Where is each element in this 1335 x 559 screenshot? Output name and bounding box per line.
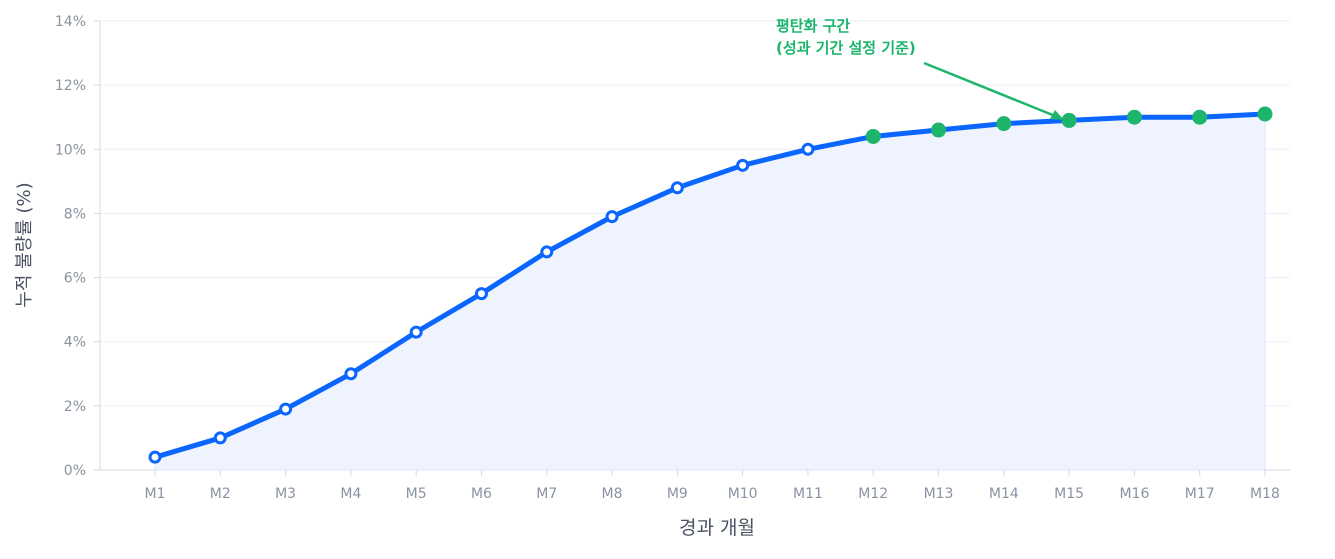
x-tick-label: M5 (406, 486, 427, 502)
x-tick-label: M2 (210, 486, 231, 502)
y-tick-label: 10% (55, 142, 86, 158)
annotation-line-1: 평탄화 구간 (776, 17, 850, 35)
plateau-point (1061, 112, 1077, 128)
plateau-point (996, 116, 1012, 132)
data-point (344, 367, 358, 381)
x-tick-label: M13 (924, 486, 954, 502)
x-tick-label: M12 (858, 486, 888, 502)
plateau-point (865, 128, 881, 144)
y-tick-label: 4% (64, 335, 86, 351)
data-point (279, 402, 293, 416)
data-point (409, 325, 423, 339)
annotation-arrowhead (1050, 110, 1064, 120)
series-line (154, 111, 1266, 460)
x-tick-label: M11 (793, 486, 823, 502)
x-tick-label: M15 (1054, 486, 1084, 502)
annotation-arrow (923, 61, 1061, 120)
data-point (148, 450, 162, 464)
x-tick-label: M17 (1185, 486, 1215, 502)
annotation: 평탄화 구간 (성과 기간 설정 기준) (776, 17, 1064, 120)
data-point (736, 158, 750, 172)
y-tick-label: 14% (55, 14, 86, 30)
x-tick-label: M16 (1119, 486, 1149, 502)
x-tick-label: M10 (728, 486, 758, 502)
annotation-line-2: (성과 기간 설정 기준) (776, 39, 916, 57)
x-tick-label: M7 (536, 486, 557, 502)
y-tick-label: 2% (64, 399, 86, 415)
y-tick-label: 0% (64, 463, 86, 479)
x-tick-label: M4 (340, 486, 361, 502)
y-tick-label: 8% (64, 206, 86, 222)
data-point (801, 142, 815, 156)
x-tick-label: M1 (145, 486, 166, 502)
y-tick-label: 12% (55, 78, 86, 94)
x-tick-label: M9 (667, 486, 688, 502)
data-point (605, 210, 619, 224)
x-tick-label: M8 (602, 486, 623, 502)
x-tick-label: M6 (471, 486, 492, 502)
x-tick-label: M14 (989, 486, 1019, 502)
area-fill (154, 113, 1266, 471)
y-tick-label: 6% (64, 271, 86, 287)
plateau-point (931, 122, 947, 138)
y-axis-title: 누적 불량률 (%) (14, 182, 35, 307)
data-point (670, 181, 684, 195)
data-point (213, 431, 227, 445)
x-axis-title: 경과 개월 (679, 517, 755, 539)
x-tick-label: M3 (275, 486, 296, 502)
x-tick-label: M18 (1250, 486, 1280, 502)
plateau-point (1192, 109, 1208, 125)
plateau-point (1257, 106, 1273, 122)
data-point (474, 287, 488, 301)
data-point (540, 245, 554, 259)
plateau-point (1126, 109, 1142, 125)
